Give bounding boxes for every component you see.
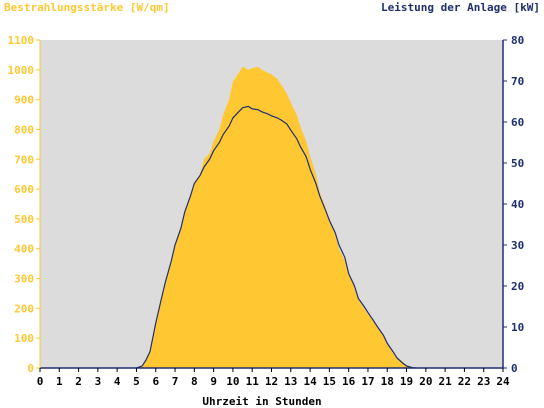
x-tick-label: 14 [303, 375, 317, 388]
right-tick-label: 40 [511, 198, 524, 211]
x-tick-label: 22 [458, 375, 471, 388]
left-tick-label: 400 [14, 243, 34, 256]
left-tick-label: 0 [27, 362, 34, 375]
right-tick-label: 30 [511, 239, 524, 252]
right-tick-label: 70 [511, 75, 524, 88]
x-axis-title: Uhrzeit in Stunden [202, 395, 321, 408]
x-tick-label: 13 [284, 375, 297, 388]
x-tick-label: 4 [114, 375, 121, 388]
x-tick-label: 2 [75, 375, 82, 388]
left-tick-label: 1000 [8, 64, 35, 77]
x-tick-label: 19 [400, 375, 413, 388]
x-tick-label: 23 [477, 375, 490, 388]
x-tick-label: 5 [133, 375, 140, 388]
x-tick-label: 9 [210, 375, 217, 388]
left-tick-label: 900 [14, 94, 34, 107]
x-tick-label: 1 [56, 375, 63, 388]
x-tick-label: 7 [172, 375, 179, 388]
left-tick-label: 700 [14, 153, 34, 166]
right-tick-label: 20 [511, 280, 524, 293]
left-tick-label: 1100 [8, 34, 35, 47]
x-tick-label: 10 [226, 375, 239, 388]
left-tick-label: 600 [14, 183, 34, 196]
left-tick-label: 800 [14, 123, 34, 136]
x-tick-label: 6 [152, 375, 159, 388]
irradiance-area [136, 66, 417, 369]
left-tick-label: 300 [14, 273, 34, 286]
x-tick-label: 24 [496, 375, 510, 388]
right-tick-label: 0 [511, 362, 518, 375]
left-axis-title: Bestrahlungsstärke [W/qm] [4, 1, 170, 14]
right-tick-label: 80 [511, 34, 524, 47]
x-tick-label: 8 [191, 375, 198, 388]
right-tick-label: 10 [511, 321, 524, 334]
right-axis-title: Leistung der Anlage [kW] [381, 1, 540, 14]
x-tick-label: 11 [246, 375, 260, 388]
power-line [136, 105, 417, 369]
left-tick-label: 500 [14, 213, 34, 226]
x-tick-label: 20 [419, 375, 432, 388]
x-tick-label: 17 [361, 375, 374, 388]
right-tick-label: 60 [511, 116, 524, 129]
left-tick-label: 100 [14, 332, 34, 345]
left-tick-label: 200 [14, 302, 34, 315]
x-tick-label: 0 [37, 375, 44, 388]
x-tick-label: 15 [323, 375, 336, 388]
x-tick-label: 12 [265, 375, 278, 388]
x-tick-label: 21 [439, 375, 453, 388]
x-tick-label: 3 [95, 375, 102, 388]
right-tick-label: 50 [511, 157, 524, 170]
x-tick-label: 16 [342, 375, 356, 388]
x-tick-label: 18 [381, 375, 394, 388]
